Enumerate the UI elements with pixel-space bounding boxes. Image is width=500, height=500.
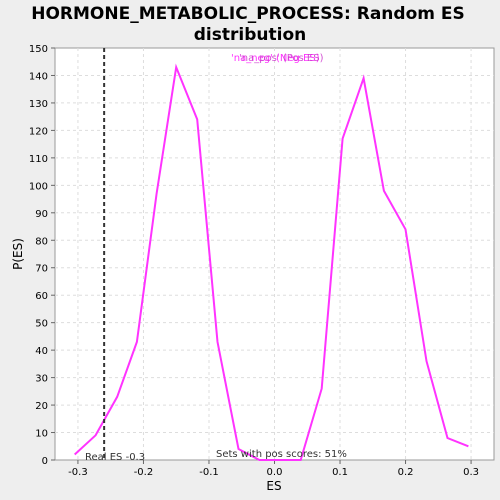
y-tick-label: 40 <box>35 346 48 357</box>
x-tick-label: -0.2 <box>134 467 154 478</box>
legend-pos-label: 'na_pos' (Pos ES) <box>239 53 324 64</box>
y-axis: 0 10 20 30 40 50 60 70 80 90 100 110 120 130 140 150 <box>29 44 55 467</box>
x-tick-label: 0.0 <box>267 467 283 478</box>
y-tick-label: 150 <box>29 44 48 55</box>
y-tick-label: 90 <box>35 209 48 220</box>
y-tick-label: 70 <box>35 264 48 275</box>
x-tick-label: 0.2 <box>398 467 414 478</box>
x-axis-label: ES <box>266 479 281 493</box>
legend: 'na_neg' (Neg ES) 'na_pos' (Pos ES) <box>231 53 324 64</box>
x-tick-label: 0.3 <box>463 467 479 478</box>
x-tick-label: -0.1 <box>199 467 219 478</box>
y-tick-label: 50 <box>35 319 48 330</box>
y-tick-label: 140 <box>29 71 48 82</box>
series-line <box>74 63 469 461</box>
y-tick-label: 110 <box>29 154 48 165</box>
legend-neg-label: 'na_neg' (Neg ES) <box>231 53 320 64</box>
real-es-annotation: Real ES -0.3 <box>85 452 145 463</box>
x-axis: -0.3 -0.2 -0.1 0.0 0.1 0.2 0.3 <box>68 460 479 478</box>
y-tick-label: 10 <box>35 429 48 440</box>
y-tick-label: 130 <box>29 99 48 110</box>
y-axis-label: P(ES) <box>11 238 25 270</box>
x-tick-label: 0.1 <box>332 467 348 478</box>
chart-title-line-2: distribution <box>194 25 306 45</box>
grid <box>55 48 494 460</box>
x-tick-label: -0.3 <box>68 467 88 478</box>
y-tick-label: 100 <box>29 181 48 192</box>
pos-scores-annotation: Sets with pos scores: 51% <box>216 449 347 460</box>
y-tick-label: 30 <box>35 374 48 385</box>
y-tick-label: 120 <box>29 126 48 137</box>
y-tick-label: 60 <box>35 291 48 302</box>
chart-title-line-1: HORMONE_METABOLIC_PROCESS: Random ES <box>31 4 465 24</box>
y-tick-label: 0 <box>42 456 48 467</box>
series-layer <box>74 63 469 461</box>
y-tick-label: 20 <box>35 401 48 412</box>
y-tick-label: 80 <box>35 236 48 247</box>
